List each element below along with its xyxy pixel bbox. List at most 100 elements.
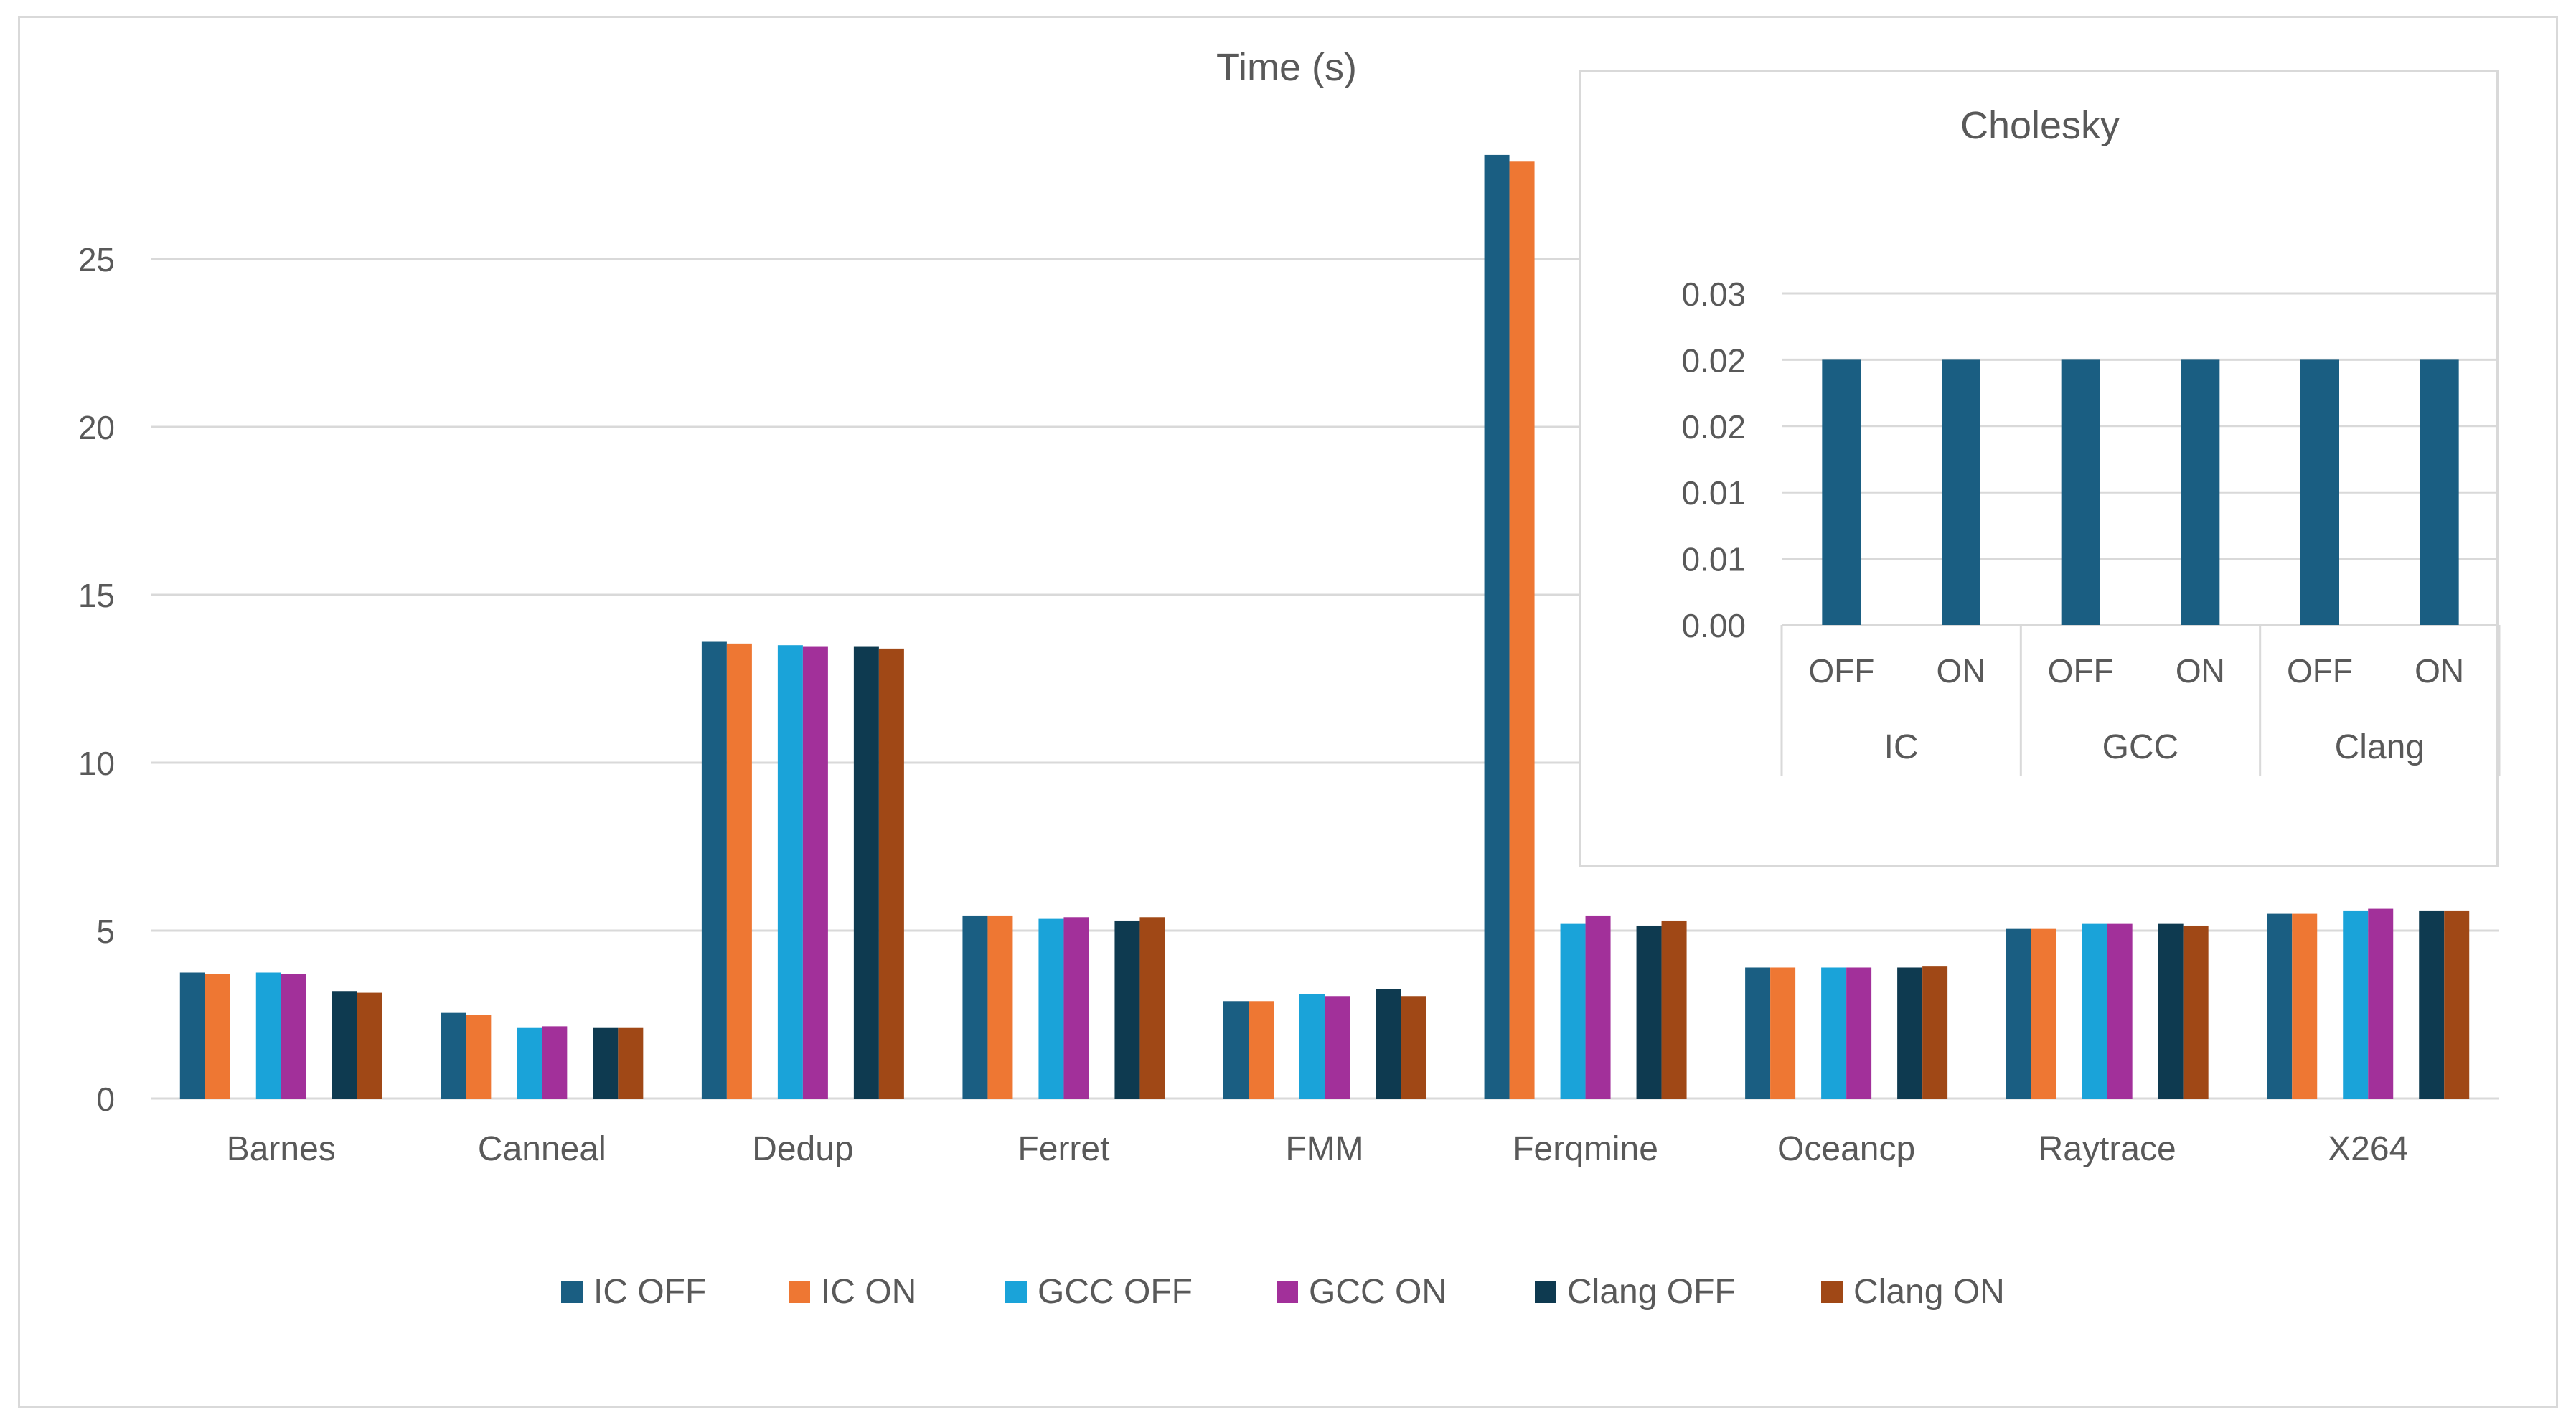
inset-bar-gcc-on xyxy=(2181,359,2220,625)
inset-bar-clang-on xyxy=(2420,359,2459,625)
bar-canneal-ic-on xyxy=(466,1015,492,1099)
x-tick-label: Canneal xyxy=(478,1130,606,1168)
legend-label-ic-on: IC ON xyxy=(821,1273,916,1311)
inset-y-tick-label: 0.03 xyxy=(1681,276,1746,313)
inset-bar-clang-off xyxy=(2300,359,2339,625)
bar-raytrace-gcc-off xyxy=(2082,923,2107,1099)
bar-fmm-gcc-off xyxy=(1299,994,1325,1099)
bar-dedup-ic-off xyxy=(701,641,727,1099)
legend-label-gcc-off: GCC OFF xyxy=(1038,1273,1193,1311)
bar-barnes-gcc-off xyxy=(255,972,281,1099)
inset-x-tick-label: OFF xyxy=(2287,652,2353,690)
legend-swatch-ic-off xyxy=(561,1281,583,1303)
chart-title: Time (s) xyxy=(1216,46,1357,89)
bar-ferret-gcc-on xyxy=(1063,917,1089,1099)
bar-raytrace-ic-on xyxy=(2031,928,2056,1099)
bar-oceancp-ic-off xyxy=(1745,967,1771,1099)
bar-x264-gcc-off xyxy=(2343,910,2369,1099)
bar-dedup-clang-on xyxy=(878,648,904,1099)
bar-raytrace-clang-on xyxy=(2183,925,2209,1099)
inset-y-tick-label: 0.02 xyxy=(1681,342,1746,379)
bar-fmm-clang-off xyxy=(1376,989,1401,1099)
inset-bar-ic-off xyxy=(1822,359,1861,625)
legend-swatch-gcc-off xyxy=(1005,1281,1027,1303)
x-tick-label: FMM xyxy=(1285,1130,1363,1168)
inset-bar-ic-on xyxy=(1942,359,1980,625)
bar-ferqmine-ic-off xyxy=(1484,154,1510,1099)
bar-barnes-clang-on xyxy=(357,992,382,1099)
legend-label-clang-on: Clang ON xyxy=(1853,1273,2005,1311)
inset-x-tick-label: OFF xyxy=(1808,652,1874,690)
bar-canneal-gcc-on xyxy=(542,1026,568,1099)
legend-label-clang-off: Clang OFF xyxy=(1567,1273,1736,1311)
bar-dedup-gcc-off xyxy=(777,645,803,1099)
legend-label-gcc-on: GCC ON xyxy=(1309,1273,1447,1311)
bar-ferqmine-clang-on xyxy=(1661,920,1687,1099)
bar-ferqmine-ic-on xyxy=(1509,161,1535,1099)
bar-raytrace-gcc-on xyxy=(2107,923,2133,1099)
inset-group-label: Clang xyxy=(2335,728,2425,766)
x-tick-label: Barnes xyxy=(227,1130,336,1168)
bar-ferret-ic-off xyxy=(962,915,988,1099)
x-tick-label: Ferret xyxy=(1017,1130,1109,1168)
inset-x-tick-label: ON xyxy=(2176,652,2225,690)
x-tick-label: Oceancp xyxy=(1777,1130,1915,1168)
bar-dedup-ic-on xyxy=(726,643,752,1099)
y-tick-label: 5 xyxy=(96,913,115,950)
bar-x264-ic-on xyxy=(2292,913,2318,1099)
bar-ferret-clang-on xyxy=(1139,917,1165,1099)
bar-fmm-gcc-on xyxy=(1325,996,1350,1099)
bar-barnes-ic-off xyxy=(179,972,205,1099)
inset-y-tick-label: 0.01 xyxy=(1681,474,1746,512)
inset-group-label: IC xyxy=(1884,728,1919,766)
inset-chart-frame: Cholesky 0.00 0.01 0.01 0.02 0.02 0.03 OFF ON OFF… xyxy=(1579,70,2501,867)
bar-raytrace-clang-off xyxy=(2158,923,2184,1099)
bar-canneal-clang-off xyxy=(593,1027,619,1099)
y-tick-label: 20 xyxy=(78,409,115,446)
y-tick-label: 25 xyxy=(78,241,115,278)
bar-x264-clang-on xyxy=(2444,910,2470,1099)
inset-y-tick-label: 0.00 xyxy=(1681,607,1746,644)
bar-oceancp-gcc-on xyxy=(1846,967,1872,1099)
bar-oceancp-ic-on xyxy=(1770,967,1796,1099)
bar-oceancp-clang-off xyxy=(1897,967,1923,1099)
legend-swatch-clang-off xyxy=(1535,1281,1556,1303)
bar-canneal-gcc-off xyxy=(517,1027,542,1099)
inset-x-tick-label: ON xyxy=(2415,652,2464,690)
legend-label-ic-off: IC OFF xyxy=(593,1273,706,1311)
inset-x-tick-label: OFF xyxy=(2048,652,2114,690)
bar-x264-ic-off xyxy=(2267,913,2293,1099)
bar-oceancp-gcc-off xyxy=(1821,967,1847,1099)
bar-x264-gcc-on xyxy=(2368,908,2394,1099)
bar-ferqmine-gcc-on xyxy=(1585,915,1611,1099)
inset-y-tick-label: 0.02 xyxy=(1681,408,1746,446)
inset-title: Cholesky xyxy=(1960,104,2120,147)
bar-raytrace-ic-off xyxy=(2006,928,2031,1099)
inset-group-label: GCC xyxy=(2102,728,2179,766)
bar-barnes-clang-off xyxy=(332,991,357,1099)
inset-x-tick-label: ON xyxy=(1937,652,1986,690)
x-tick-label: X264 xyxy=(2328,1130,2408,1168)
bar-ferret-gcc-off xyxy=(1038,918,1064,1099)
bar-barnes-ic-on xyxy=(205,974,230,1099)
x-tick-label: Dedup xyxy=(752,1130,853,1168)
bar-canneal-clang-on xyxy=(618,1027,644,1099)
x-tick-label: Raytrace xyxy=(2039,1130,2176,1168)
bar-fmm-ic-on xyxy=(1249,1001,1274,1099)
legend-swatch-ic-on xyxy=(789,1281,810,1303)
y-tick-label: 15 xyxy=(78,577,115,614)
bar-ferqmine-clang-off xyxy=(1636,925,1662,1099)
legend-swatch-gcc-on xyxy=(1277,1281,1298,1303)
bar-dedup-gcc-on xyxy=(802,646,828,1099)
bar-fmm-ic-off xyxy=(1223,1001,1249,1099)
bar-ferqmine-gcc-off xyxy=(1560,923,1586,1099)
bar-oceancp-clang-on xyxy=(1922,966,1948,1099)
x-tick-label: Ferqmine xyxy=(1513,1130,1658,1168)
bar-ferret-clang-off xyxy=(1114,920,1140,1099)
y-tick-label: 10 xyxy=(78,745,115,782)
y-tick-label: 0 xyxy=(96,1081,115,1118)
bar-barnes-gcc-on xyxy=(281,974,306,1099)
bar-fmm-clang-on xyxy=(1401,996,1426,1099)
legend-swatch-clang-on xyxy=(1821,1281,1843,1303)
